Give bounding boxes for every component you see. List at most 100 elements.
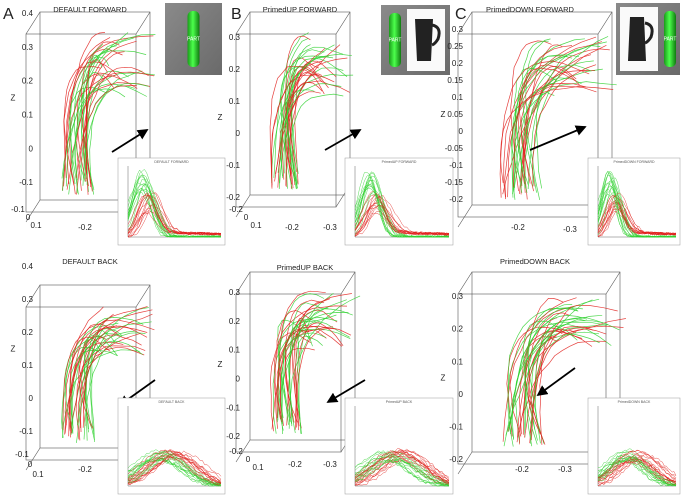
trajectory xyxy=(75,345,146,440)
box-edge xyxy=(235,439,251,463)
inset-title: PrimedDOWN FORWARD xyxy=(613,160,655,164)
trajectory xyxy=(500,86,614,183)
trajectory xyxy=(62,88,126,191)
trajectory xyxy=(91,328,123,442)
inset-curve xyxy=(597,172,677,238)
box-front xyxy=(235,33,337,208)
box-edge xyxy=(235,271,251,295)
inset-curve xyxy=(354,211,450,237)
box-edge xyxy=(457,451,473,475)
z-tick-label: 0.2 xyxy=(22,328,34,337)
cylinder xyxy=(664,11,676,67)
trajectory xyxy=(69,336,111,434)
z-tick-label: 0.3 xyxy=(22,295,34,304)
trajectory xyxy=(291,325,343,429)
z-tick-label: -0.05 xyxy=(445,144,464,153)
box-edge xyxy=(25,199,41,223)
trajectory xyxy=(84,317,144,441)
z-tick-label: 0.3 xyxy=(452,25,464,34)
trajectory xyxy=(61,32,106,191)
trajectory xyxy=(513,81,617,188)
trajectory xyxy=(69,50,147,185)
trajectory xyxy=(528,325,624,445)
trajectory xyxy=(70,321,152,429)
box-edge xyxy=(457,204,473,228)
box-edge xyxy=(605,271,621,295)
panel-title: PrimedDOWN FORWARD xyxy=(486,5,575,14)
trajectory xyxy=(508,316,620,432)
box-edge xyxy=(135,11,151,35)
inset-curve xyxy=(597,454,677,486)
trajectory xyxy=(531,325,594,441)
z-tick-label: 0.25 xyxy=(447,42,463,51)
z-tick-label: 0.1 xyxy=(229,346,241,355)
z-tick-label: -0.1 xyxy=(449,161,463,170)
trajectory xyxy=(512,64,592,195)
z-tick-label: 0.1 xyxy=(22,361,34,370)
trajectory xyxy=(65,32,129,187)
box-edge xyxy=(457,271,473,295)
trajectory xyxy=(274,310,312,419)
z-tick-label: 0 xyxy=(236,129,241,138)
inset-title: PrimedDOWN BACK xyxy=(618,400,651,404)
inset-curve xyxy=(354,193,450,237)
direction-arrow xyxy=(529,125,587,151)
inset-curve xyxy=(127,453,222,484)
z-tick-label: 0.1 xyxy=(229,97,241,106)
box-edge xyxy=(340,271,356,295)
icon-label: PART xyxy=(187,36,200,42)
z-tick-label: 0 xyxy=(29,394,34,403)
box-edge xyxy=(25,447,41,471)
z-tick-label: 0.3 xyxy=(229,288,241,297)
base-tick-label: 0 xyxy=(26,213,31,222)
trajectory xyxy=(502,44,607,195)
trajectory xyxy=(280,317,338,424)
inset-curve xyxy=(127,456,222,487)
trajectory xyxy=(294,322,344,430)
z-tick-label: 0.2 xyxy=(452,59,464,68)
panel-letter: B xyxy=(231,6,242,23)
trajectory xyxy=(277,325,352,420)
trajectory xyxy=(288,80,350,173)
trajectory xyxy=(277,312,349,431)
trajectory xyxy=(269,65,323,189)
trajectory xyxy=(539,336,557,445)
z-tick-label: 0 xyxy=(459,390,464,399)
inset-title: PrimedUP BACK xyxy=(386,400,413,404)
trajectory xyxy=(281,299,347,435)
inset-curve xyxy=(597,195,677,236)
trajectory xyxy=(62,319,155,430)
panel: PrimedUP BACKZ0.30.20.10-0.1-0.2-0.200.1… xyxy=(218,263,454,495)
box-back xyxy=(471,271,621,453)
trajectory xyxy=(68,350,118,427)
trajectory xyxy=(281,314,337,422)
box-front xyxy=(25,306,137,461)
trajectory xyxy=(510,40,552,192)
trajectory xyxy=(520,83,554,186)
trajectory xyxy=(524,91,555,189)
inset-curve xyxy=(597,460,677,484)
box-back xyxy=(471,11,613,206)
trajectory xyxy=(284,49,325,189)
trajectory xyxy=(82,325,118,428)
base-tick-label: 0 xyxy=(28,460,33,469)
trajectory xyxy=(281,74,354,178)
inset-curve xyxy=(127,458,222,486)
inset-curve xyxy=(354,449,450,483)
trajectory xyxy=(503,307,578,447)
box-edge xyxy=(135,284,151,308)
inset-curve xyxy=(354,454,450,486)
trajectory xyxy=(522,320,578,441)
panel-title: DEFAULT FORWARD xyxy=(53,5,127,14)
box-front xyxy=(25,33,137,213)
inset-curve xyxy=(597,192,677,236)
z-tick-label: 0.3 xyxy=(229,33,241,42)
base-tick-label: -0.2 xyxy=(229,205,243,214)
inset-title: PrimedUP FORWARD xyxy=(382,160,417,164)
trajectory xyxy=(76,66,149,195)
inset-curve xyxy=(127,174,222,238)
box-front xyxy=(457,33,599,218)
trajectory xyxy=(286,53,352,190)
inset-curve xyxy=(354,195,450,236)
inset-curve xyxy=(354,205,450,236)
